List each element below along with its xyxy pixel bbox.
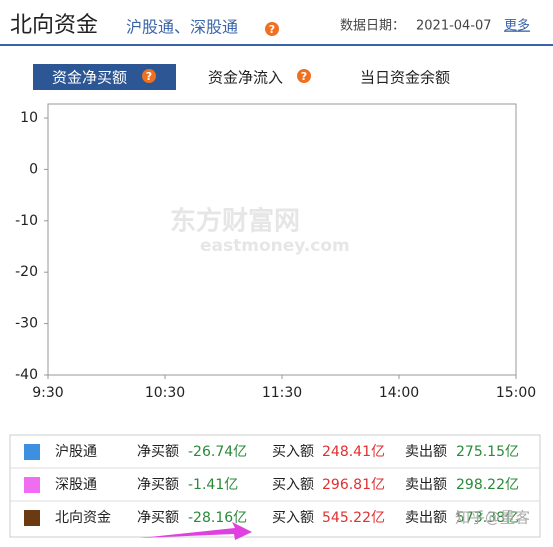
tab[interactable]: 资金净流入 — [208, 69, 283, 87]
cell-value: 545.22亿 — [322, 510, 385, 526]
tab[interactable]: 资金净买额 — [52, 69, 127, 87]
legend-swatch — [24, 510, 40, 526]
legend-swatch — [24, 444, 40, 460]
y-tick-label: 10 — [20, 110, 38, 126]
y-tick-label: -40 — [15, 367, 38, 383]
more-link[interactable]: 更多 — [504, 18, 530, 34]
x-tick-label: 9:30 — [32, 385, 63, 401]
help-icon[interactable] — [265, 22, 279, 36]
cell-value: 296.81亿 — [322, 477, 385, 493]
cell-label: 卖出额 — [405, 510, 447, 526]
cell-value: -1.41亿 — [188, 477, 238, 493]
cell-value: 298.22亿 — [456, 477, 519, 493]
tab-help-icon — [297, 69, 311, 83]
cell-label: 净买额 — [137, 444, 179, 460]
watermark: 东方财富网 — [170, 206, 300, 237]
cell-value: -28.16亿 — [188, 510, 247, 526]
tab-help-mark: ? — [301, 70, 307, 83]
x-tick-label: 14:00 — [379, 385, 419, 401]
legend-label: 沪股通 — [55, 444, 97, 460]
y-tick-label: -20 — [15, 264, 38, 280]
cell-label: 卖出额 — [405, 444, 447, 460]
watermark: 知乎@量客 — [455, 509, 530, 527]
cell-label: 买入额 — [272, 444, 314, 460]
watermark: eastmoney.com — [200, 236, 350, 256]
help-mark: ? — [269, 23, 275, 36]
table-frame — [9, 434, 541, 538]
cell-label: 卖出额 — [405, 477, 447, 493]
arrow — [140, 522, 252, 540]
x-tick-label: 11:30 — [262, 385, 302, 401]
legend-label: 深股通 — [55, 477, 97, 493]
cell-label: 净买额 — [137, 510, 179, 526]
cell-value: 275.15亿 — [456, 444, 519, 460]
cell-value: 573.38亿 — [456, 510, 519, 526]
cell-label: 买入额 — [272, 477, 314, 493]
y-tick-label: 0 — [29, 161, 38, 177]
date-label: 数据日期： — [340, 19, 405, 34]
date: 2021-04-07 — [416, 19, 492, 34]
y-tick-label: -10 — [15, 213, 38, 229]
cell-label: 买入额 — [272, 510, 314, 526]
tab[interactable]: 当日资金余额 — [360, 69, 450, 87]
cell-label: 净买额 — [137, 477, 179, 493]
subtitle: 沪股通、深股通 — [126, 18, 238, 37]
tab-help-icon — [142, 69, 156, 83]
tab-help-mark: ? — [146, 70, 152, 83]
legend-label: 北向资金 — [55, 510, 111, 526]
cell-value: 248.41亿 — [322, 444, 385, 460]
cell-value: -26.74亿 — [188, 444, 247, 460]
x-tick-label: 15:00 — [496, 385, 536, 401]
x-tick-label: 10:30 — [145, 385, 185, 401]
title: 北向资金 — [10, 13, 98, 38]
legend-swatch — [24, 477, 40, 493]
y-tick-label: -30 — [15, 316, 38, 332]
